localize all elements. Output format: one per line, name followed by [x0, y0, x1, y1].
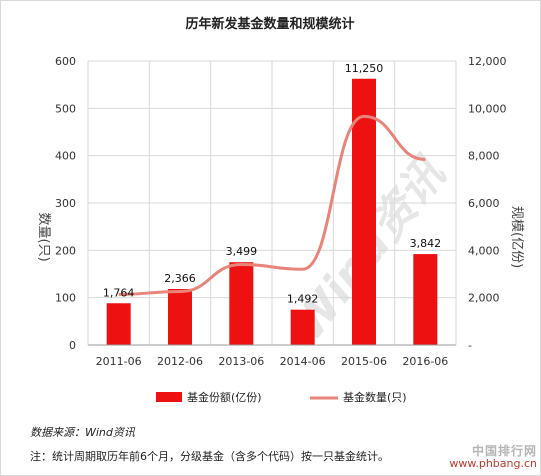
y-left-tick-label: 100 — [55, 292, 76, 305]
chart-title: 历年新发基金数量和规模统计 — [185, 16, 354, 32]
y-left-tick-label: 300 — [55, 197, 76, 210]
footnote: 注：统计周期取历年前6个月，分级基金（含多个代码）按一只基金统计。 — [30, 450, 389, 463]
legend-label: 基金数量(只) — [343, 390, 407, 404]
data-label: 3,499 — [226, 245, 258, 258]
label-layer: 1,764 2,366 3,499 1,492 11,250 3,842 — [103, 62, 441, 306]
y-left-tick-label: 0 — [69, 339, 76, 352]
x-tick-label: 2015-06 — [341, 355, 387, 368]
y-left-tick-label: 600 — [55, 55, 76, 68]
y-right-axis-label: 规模(亿份) — [509, 206, 524, 268]
y-right-tick-label: 10,000 — [468, 102, 507, 115]
grid-layer — [87, 60, 457, 345]
axis-layer: 0 100 200 300 400 500 600 - 2,000 4,000 6,000 8,000… — [36, 55, 524, 368]
legend-label: 基金份额(亿份) — [187, 390, 262, 404]
y-left-axis-label: 数量(只) — [36, 213, 51, 262]
x-tick-label: 2014-06 — [280, 355, 326, 368]
y-left-tick-label: 400 — [55, 150, 76, 163]
legend: 基金份额(亿份) 基金数量(只) — [156, 390, 407, 404]
y-right-tick-label: 2,000 — [468, 292, 500, 305]
bar — [413, 254, 438, 345]
bar — [352, 78, 376, 345]
data-label: 11,250 — [345, 62, 384, 75]
brand-url: www.phbang.cn — [449, 456, 537, 470]
brand-watermark: 中国排行网 www.phbang.cn — [449, 443, 537, 470]
bars-layer — [106, 78, 438, 345]
y-right-tick-label: 6,000 — [468, 197, 500, 210]
legend-swatch-bar — [156, 392, 182, 402]
y-right-tick-label: - — [468, 339, 472, 352]
data-label: 2,366 — [164, 272, 196, 285]
x-tick-label: 2013-06 — [218, 355, 264, 368]
bar — [290, 309, 315, 345]
y-right-tick-label: 12,000 — [468, 55, 507, 68]
data-label: 1,492 — [287, 293, 319, 306]
y-right-tick-label: 4,000 — [468, 244, 500, 257]
data-label: 1,764 — [103, 286, 135, 299]
bar — [229, 262, 254, 345]
y-left-tick-label: 200 — [55, 244, 76, 257]
data-label: 3,842 — [410, 237, 442, 250]
y-left-tick-label: 500 — [55, 102, 76, 115]
x-tick-label: 2012-06 — [157, 355, 203, 368]
series-line — [118, 114, 426, 296]
bar — [168, 289, 192, 345]
line-layer — [118, 114, 426, 296]
x-tick-label: 2016-06 — [402, 355, 448, 368]
brand-name: 中国排行网 — [471, 443, 537, 458]
x-tick-label: 2011-06 — [96, 355, 142, 368]
bar — [106, 303, 131, 345]
y-right-tick-label: 8,000 — [468, 150, 500, 163]
source-note: 数据来源：Wind资讯 — [30, 426, 135, 439]
